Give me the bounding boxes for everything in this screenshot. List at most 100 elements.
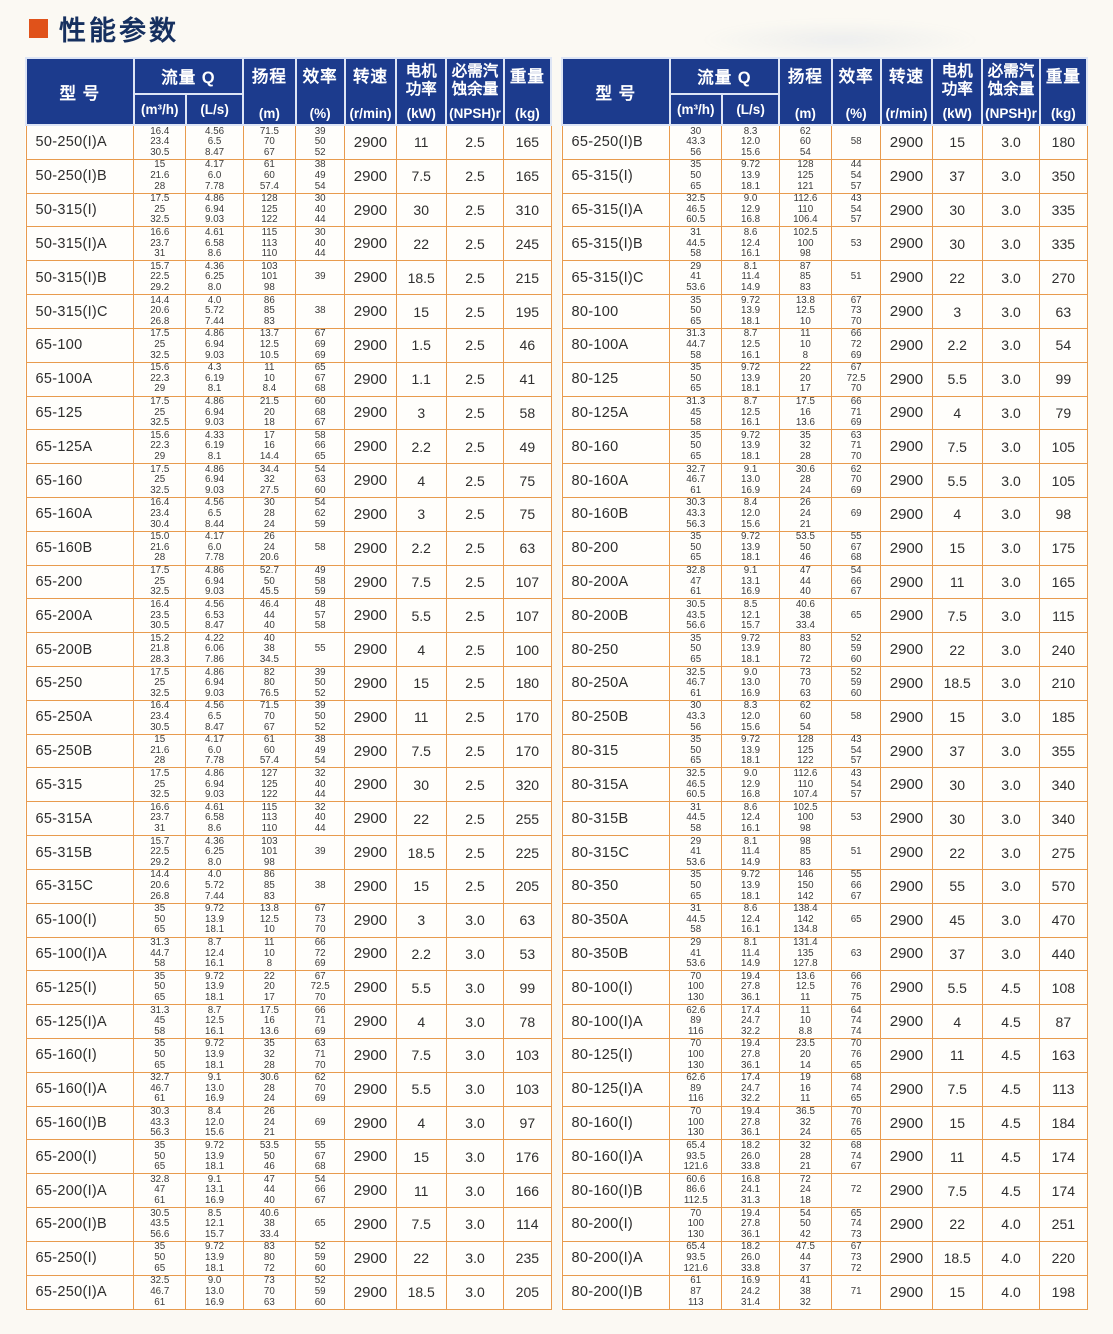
right-params-table: 型 号 流量 Q 扬程 (m) 效率 (%) 转速 (r/min) 电机 功率 (kW) … <box>561 57 1089 1311</box>
cell-weight: 75 <box>503 463 552 498</box>
cell-weight: 170 <box>503 699 552 735</box>
cell-weight: 100 <box>503 632 552 668</box>
cell-flow_ls: 9.72 13.9 18.1 <box>185 1037 244 1073</box>
cell-head: 54 50 42 <box>778 1207 833 1242</box>
cell-model: 80-160 <box>561 429 671 465</box>
cell-weight: 103 <box>503 1071 552 1107</box>
cell-power: 15 <box>931 1105 983 1141</box>
cell-flow_ls: 9.0 13.0 16.9 <box>185 1274 244 1311</box>
cell-flow_m3h: 17.5 25 32.5 <box>133 767 187 803</box>
cell-npsh: 3.0 <box>981 226 1041 262</box>
cell-speed: 2900 <box>344 294 397 329</box>
cell-speed: 2900 <box>344 226 397 262</box>
cell-power: 37 <box>931 733 983 769</box>
cell-npsh: 3.0 <box>981 496 1041 532</box>
cell-eff: 58 <box>295 530 346 566</box>
cell-flow_ls: 4.86 6.94 9.03 <box>185 463 244 498</box>
table-row: 65-250(I)A 32.5 46.7 61 9.0 13.0 16.9 73 70 63 52 5… <box>25 1274 552 1311</box>
table-row: 65-160(I)B 30.3 43.3 56.3 8.4 12.0 15.6 26 24 21 6… <box>25 1105 552 1141</box>
cell-npsh: 2.5 <box>445 699 505 735</box>
cell-flow_ls: 9.72 13.9 18.1 <box>721 361 780 397</box>
cell-model: 65-315(I)C <box>561 260 671 296</box>
cell-flow_m3h: 35 50 65 <box>669 530 723 566</box>
cell-eff: 39 <box>295 835 346 870</box>
left-table-body: 50-250(I)A 16.4 23.4 30.5 4.56 6.5 8.47 71.5 70 6… <box>25 124 552 1311</box>
cell-eff: 43 54 57 <box>831 767 882 803</box>
cell-head: 53.5 50 46 <box>778 530 833 566</box>
cell-weight: 185 <box>1039 699 1088 735</box>
cell-head: 115 113 110 <box>242 801 297 837</box>
cell-weight: 87 <box>1039 1004 1088 1039</box>
cell-flow_ls: 9.0 12.9 16.8 <box>721 192 780 228</box>
cell-model: 80-160B <box>561 496 671 532</box>
cell-npsh: 3.0 <box>981 429 1041 465</box>
cell-weight: 245 <box>503 226 552 262</box>
cell-weight: 63 <box>503 902 552 938</box>
cell-flow_m3h: 61 87 113 <box>669 1274 723 1311</box>
table-row: 65-200(I)B 30.5 43.5 56.6 8.5 12.1 15.7 40.6 38 3… <box>25 1207 552 1242</box>
table-row: 80-125A 31.3 45 58 8.7 12.5 16.1 17.5 16 13.6 66 71… <box>561 395 1088 431</box>
cell-flow_ls: 4.86 6.94 9.03 <box>185 666 244 701</box>
tables-container: 型 号 流量 Q 扬程 (m) 效率 (%) 转速 (r/min) 电机 功率 (kW) … <box>25 57 1089 1311</box>
cell-power: 7.5 <box>931 598 983 634</box>
cell-weight: 174 <box>1039 1139 1088 1175</box>
cell-flow_m3h: 62.6 89 116 <box>669 1004 723 1039</box>
cell-npsh: 2.5 <box>445 429 505 465</box>
cell-flow_ls: 8.6 12.4 16.1 <box>721 801 780 837</box>
cell-weight: 240 <box>1039 632 1088 668</box>
cell-weight: 105 <box>1039 463 1088 498</box>
cell-flow_m3h: 14.4 20.6 26.8 <box>133 294 187 329</box>
cell-flow_m3h: 16.4 23.4 30.5 <box>133 699 187 735</box>
cell-npsh: 3.0 <box>981 733 1041 769</box>
cell-flow_ls: 4.56 6.5 8.47 <box>185 124 244 160</box>
cell-speed: 2900 <box>344 733 397 769</box>
cell-power: 4 <box>395 1004 447 1039</box>
cell-weight: 180 <box>503 666 552 701</box>
cell-weight: 105 <box>1039 429 1088 465</box>
cell-flow_ls: 4.17 6.0 7.78 <box>185 158 244 194</box>
table-row: 65-315 17.5 25 32.5 4.86 6.94 9.03 127 125 122 32 4… <box>25 767 552 803</box>
cell-eff: 65 <box>295 1207 346 1242</box>
cell-flow_m3h: 32.5 46.5 60.5 <box>669 767 723 803</box>
cell-flow_m3h: 35 50 65 <box>669 868 723 904</box>
table-row: 50-315(I)B 15.7 22.5 29.2 4.36 6.25 8.0 103 101 9… <box>25 260 552 296</box>
cell-speed: 2900 <box>880 835 933 870</box>
cell-npsh: 3.0 <box>981 294 1041 329</box>
cell-head: 46.4 44 40 <box>242 598 297 634</box>
cell-flow_m3h: 17.5 25 32.5 <box>133 666 187 701</box>
cell-speed: 2900 <box>880 564 933 600</box>
cell-head: 47 44 40 <box>242 1173 297 1209</box>
cell-head: 82 80 76.5 <box>242 666 297 701</box>
cell-weight: 79 <box>1039 395 1088 431</box>
cell-model: 65-125(I) <box>25 970 135 1006</box>
table-row: 80-160(I)B 60.6 86.6 112.5 16.8 24.1 31.3 72 24 1… <box>561 1173 1088 1209</box>
cell-npsh: 2.5 <box>445 361 505 397</box>
header-efficiency: 效率 (%) <box>830 57 882 126</box>
cell-flow_ls: 8.4 12.0 15.6 <box>721 496 780 532</box>
table-row: 65-160(I) 35 50 65 9.72 13.9 18.1 35 32 28 63 71 70 2… <box>25 1037 552 1073</box>
cell-speed: 2900 <box>880 1207 933 1242</box>
cell-model: 65-100A <box>25 361 135 397</box>
cell-flow_ls: 4.36 6.25 8.0 <box>185 260 244 296</box>
cell-eff: 69 <box>831 496 882 532</box>
cell-weight: 53 <box>503 936 552 972</box>
cell-flow_ls: 17.4 24.7 32.2 <box>721 1004 780 1039</box>
cell-head: 146 150 142 <box>778 868 833 904</box>
cell-power: 2.2 <box>395 530 447 566</box>
cell-npsh: 4.0 <box>981 1207 1041 1242</box>
cell-power: 7.5 <box>395 733 447 769</box>
cell-weight: 103 <box>503 1037 552 1073</box>
cell-flow_ls: 4.86 6.94 9.03 <box>185 395 244 431</box>
cell-model: 65-200(I) <box>25 1139 135 1175</box>
table-row: 65-315(I)C 29 41 53.6 8.1 11.4 14.9 87 85 83 51 290… <box>561 260 1088 296</box>
cell-npsh: 2.5 <box>445 395 505 431</box>
cell-npsh: 2.5 <box>445 767 505 803</box>
table-row: 65-125 17.5 25 32.5 4.86 6.94 9.03 21.5 20 18 60 68… <box>25 395 552 431</box>
cell-head: 61 60 57.4 <box>242 158 297 194</box>
cell-flow_ls: 8.7 12.5 16.1 <box>185 1004 244 1039</box>
cell-weight: 205 <box>503 1274 552 1311</box>
header-weight: 重量 (kg) <box>1038 57 1089 126</box>
cell-power: 18.5 <box>395 1274 447 1311</box>
cell-power: 30 <box>931 192 983 228</box>
cell-npsh: 2.5 <box>445 801 505 837</box>
